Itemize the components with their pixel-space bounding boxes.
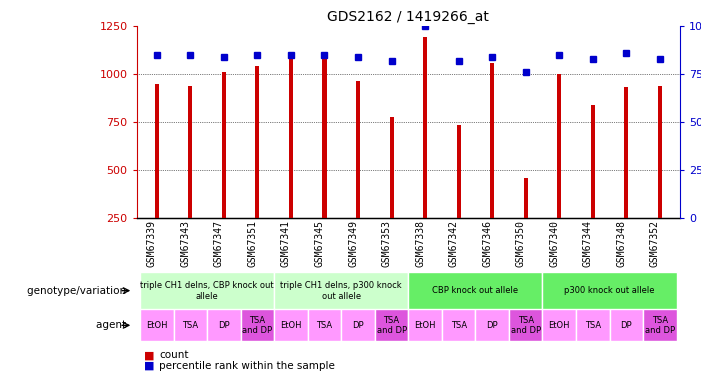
Bar: [174, 309, 207, 341]
Text: GSM67346: GSM67346: [482, 220, 492, 267]
Text: agent: agent: [96, 320, 130, 330]
Bar: [341, 309, 375, 341]
Text: DP: DP: [486, 321, 498, 330]
Text: TSA: TSA: [451, 321, 467, 330]
Bar: [423, 37, 427, 218]
Text: TSA
and DP: TSA and DP: [243, 316, 273, 334]
Text: triple CH1 delns, CBP knock out
allele: triple CH1 delns, CBP knock out allele: [140, 280, 274, 301]
Text: TSA
and DP: TSA and DP: [376, 316, 407, 334]
Bar: [274, 272, 409, 309]
Text: GSM67339: GSM67339: [147, 220, 157, 267]
Bar: [576, 309, 610, 341]
Bar: [308, 309, 341, 341]
Text: ■: ■: [144, 361, 154, 370]
Text: GSM67342: GSM67342: [449, 220, 458, 267]
Bar: [658, 86, 662, 218]
Text: ■: ■: [144, 351, 154, 360]
Text: TSA: TSA: [316, 321, 332, 330]
Text: percentile rank within the sample: percentile rank within the sample: [159, 361, 335, 370]
Text: TSA
and DP: TSA and DP: [510, 316, 540, 334]
Bar: [625, 87, 628, 218]
Bar: [322, 57, 327, 217]
Bar: [390, 117, 393, 218]
Bar: [456, 125, 461, 217]
Bar: [408, 309, 442, 341]
Text: GSM67347: GSM67347: [214, 220, 224, 267]
Text: TSA: TSA: [182, 321, 198, 330]
Text: GSM67349: GSM67349: [348, 220, 358, 267]
Text: GSM67343: GSM67343: [180, 220, 191, 267]
Text: GSM67341: GSM67341: [281, 220, 291, 267]
Bar: [255, 66, 259, 218]
Bar: [591, 105, 594, 218]
Text: CBP knock out allele: CBP knock out allele: [433, 286, 519, 295]
Bar: [442, 309, 475, 341]
Bar: [222, 72, 226, 217]
Text: GSM67340: GSM67340: [550, 220, 559, 267]
Bar: [207, 309, 240, 341]
Bar: [375, 309, 408, 341]
Text: GSM67353: GSM67353: [381, 220, 392, 267]
Title: GDS2162 / 1419266_at: GDS2162 / 1419266_at: [327, 10, 489, 24]
Bar: [140, 309, 174, 341]
Text: EtOH: EtOH: [146, 321, 168, 330]
Bar: [289, 57, 293, 217]
Text: genotype/variation: genotype/variation: [27, 286, 130, 296]
Bar: [524, 178, 528, 218]
Bar: [274, 309, 308, 341]
Bar: [490, 63, 494, 217]
Text: GSM67344: GSM67344: [583, 220, 593, 267]
Bar: [356, 81, 360, 218]
Text: DP: DP: [620, 321, 632, 330]
Text: GSM67352: GSM67352: [650, 220, 660, 267]
Bar: [557, 74, 562, 217]
Text: TSA: TSA: [585, 321, 601, 330]
Bar: [643, 309, 676, 341]
Bar: [240, 309, 274, 341]
Text: GSM67348: GSM67348: [616, 220, 626, 267]
Bar: [509, 309, 543, 341]
Text: GSM67351: GSM67351: [247, 220, 257, 267]
Text: GSM67345: GSM67345: [315, 220, 325, 267]
Bar: [543, 272, 676, 309]
Bar: [140, 272, 274, 309]
Text: GSM67338: GSM67338: [415, 220, 425, 267]
Bar: [155, 84, 159, 218]
Text: p300 knock out allele: p300 knock out allele: [564, 286, 655, 295]
Text: GSM67350: GSM67350: [516, 220, 526, 267]
Text: count: count: [159, 351, 189, 360]
Bar: [543, 309, 576, 341]
Text: triple CH1 delns, p300 knock
out allele: triple CH1 delns, p300 knock out allele: [280, 280, 402, 301]
Bar: [610, 309, 643, 341]
Text: EtOH: EtOH: [548, 321, 570, 330]
Text: DP: DP: [218, 321, 230, 330]
Text: EtOH: EtOH: [280, 321, 301, 330]
Text: TSA
and DP: TSA and DP: [645, 316, 675, 334]
Bar: [408, 272, 543, 309]
Text: DP: DP: [352, 321, 364, 330]
Bar: [189, 86, 192, 218]
Text: EtOH: EtOH: [414, 321, 436, 330]
Bar: [475, 309, 509, 341]
